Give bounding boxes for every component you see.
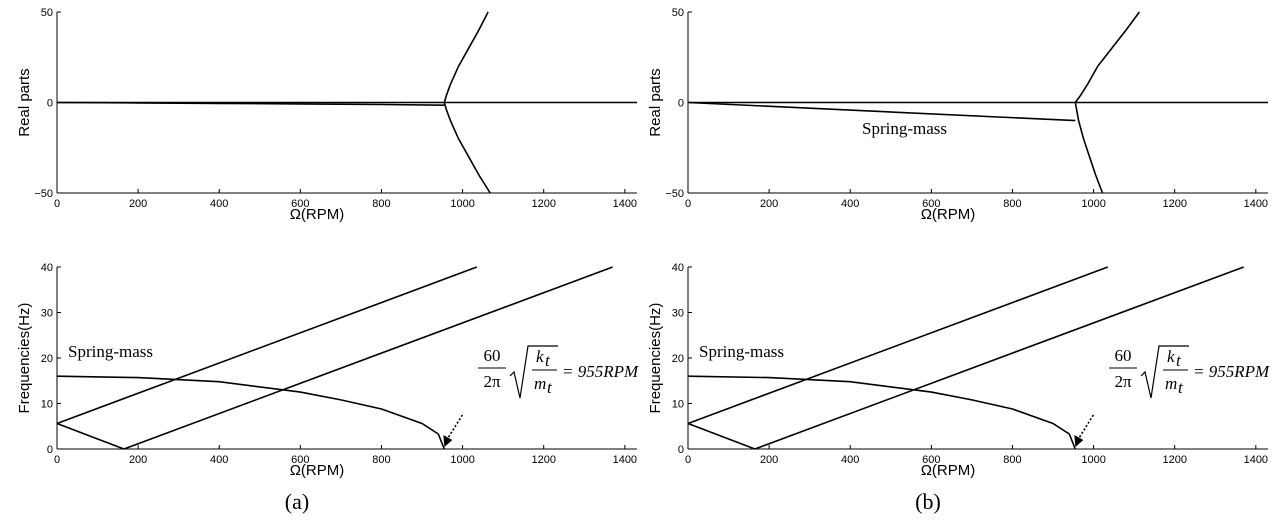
formula-numerator: 60 (1115, 346, 1132, 365)
series-line (754, 266, 1244, 450)
x-tick-label: 0 (54, 198, 60, 210)
x-tick-label: 400 (841, 198, 859, 210)
x-tick-label: 200 (760, 454, 778, 466)
series-line (687, 375, 1077, 450)
x-tick-label: 1400 (613, 454, 637, 466)
formula-denominator: 2π (1114, 372, 1132, 391)
series-line (56, 101, 445, 106)
x-axis-label: Ω(RPM) (290, 462, 345, 479)
spring-mass-annotation: Spring-mass (862, 119, 947, 138)
x-tick-label: 600 (291, 198, 309, 210)
y-axis-label: Frequencies(Hz) (647, 303, 664, 414)
arrow-head (1074, 435, 1084, 447)
x-tick-label: 400 (210, 198, 228, 210)
formula-result: = 955RPM (1193, 362, 1270, 381)
x-axis-label: Ω(RPM) (290, 206, 345, 223)
formula-m-sub: t (1178, 378, 1184, 397)
x-axis-label: Ω(RPM) (921, 462, 976, 479)
y-tick-label: 50 (672, 7, 684, 19)
x-tick-label: 800 (372, 454, 390, 466)
y-axis-label: Real parts (16, 68, 33, 136)
formula-denominator: 2π (483, 372, 501, 391)
series-line (687, 266, 1109, 425)
x-tick-label: 1200 (531, 198, 555, 210)
x-tick-label: 1400 (1244, 198, 1268, 210)
series-line (687, 422, 756, 450)
spring-mass-annotation: Spring-mass (68, 342, 153, 361)
x-tick-label: 200 (760, 198, 778, 210)
y-tick-label: 30 (672, 308, 684, 320)
y-tick-label: 0 (47, 98, 53, 110)
x-tick-label: 400 (210, 454, 228, 466)
dotted-arrow-shaft (446, 414, 464, 440)
sqrt-sign (1140, 345, 1189, 399)
x-tick-label: 1200 (1162, 454, 1186, 466)
x-tick-label: 0 (685, 454, 691, 466)
series-line (56, 375, 446, 450)
x-tick-label: 600 (291, 454, 309, 466)
formula-m-sub: t (547, 378, 553, 397)
formula-annotation: 60 2π k tm t = 955RPM (443, 345, 639, 447)
x-tick-label: 1200 (1162, 198, 1186, 210)
series-line (443, 11, 491, 194)
y-tick-label: −50 (34, 188, 53, 200)
formula-m: m (534, 374, 546, 393)
formula-k-sub: t (1176, 351, 1182, 370)
formula-numerator: 60 (484, 346, 501, 365)
formula-m: m (1165, 374, 1177, 393)
formula-k: k (536, 347, 544, 366)
series-line (56, 266, 478, 425)
series-line (687, 101, 1076, 122)
series-line (56, 422, 125, 450)
x-tick-label: 1400 (1244, 454, 1268, 466)
formula-annotation: 60 2π k tm t = 955RPM (1074, 345, 1270, 447)
subfigure-label-a: (a) (285, 489, 309, 514)
y-tick-label: 40 (672, 262, 684, 274)
y-tick-label: 40 (41, 262, 53, 274)
series-line (123, 266, 613, 450)
y-tick-label: 20 (672, 353, 684, 365)
formula-k: k (1167, 347, 1175, 366)
x-tick-label: 400 (841, 454, 859, 466)
subfigure-label-b: (b) (915, 489, 941, 514)
x-tick-label: 600 (922, 198, 940, 210)
y-tick-label: 30 (41, 308, 53, 320)
y-tick-label: 10 (41, 399, 53, 411)
sqrt-sign (509, 345, 558, 399)
x-tick-label: 1200 (531, 454, 555, 466)
x-tick-label: 1400 (613, 198, 637, 210)
x-tick-label: 1000 (450, 198, 474, 210)
x-axis-label: Ω(RPM) (921, 206, 976, 223)
x-tick-label: 200 (129, 198, 147, 210)
y-tick-label: 0 (678, 444, 684, 456)
dotted-arrow-shaft (1077, 414, 1095, 440)
spring-mass-annotation: Spring-mass (699, 342, 784, 361)
x-tick-label: 600 (922, 454, 940, 466)
formula-k-sub: t (545, 351, 551, 370)
y-tick-label: 0 (678, 98, 684, 110)
y-tick-label: 0 (47, 444, 53, 456)
x-tick-label: 0 (685, 198, 691, 210)
y-axis-label: Real parts (647, 68, 664, 136)
x-tick-label: 800 (1003, 454, 1021, 466)
x-tick-label: 1000 (450, 454, 474, 466)
x-tick-label: 200 (129, 454, 147, 466)
y-tick-label: 20 (41, 353, 53, 365)
x-tick-label: 800 (372, 198, 390, 210)
series-line (1074, 11, 1141, 194)
arrow-head (443, 435, 453, 447)
x-tick-label: 1000 (1081, 198, 1105, 210)
x-tick-label: 800 (1003, 198, 1021, 210)
x-tick-label: 1000 (1081, 454, 1105, 466)
y-tick-label: 50 (41, 7, 53, 19)
x-tick-label: 0 (54, 454, 60, 466)
y-tick-label: −50 (665, 188, 684, 200)
y-axis-label: Frequencies(Hz) (16, 303, 33, 414)
y-tick-label: 10 (672, 399, 684, 411)
formula-result: = 955RPM (562, 362, 639, 381)
